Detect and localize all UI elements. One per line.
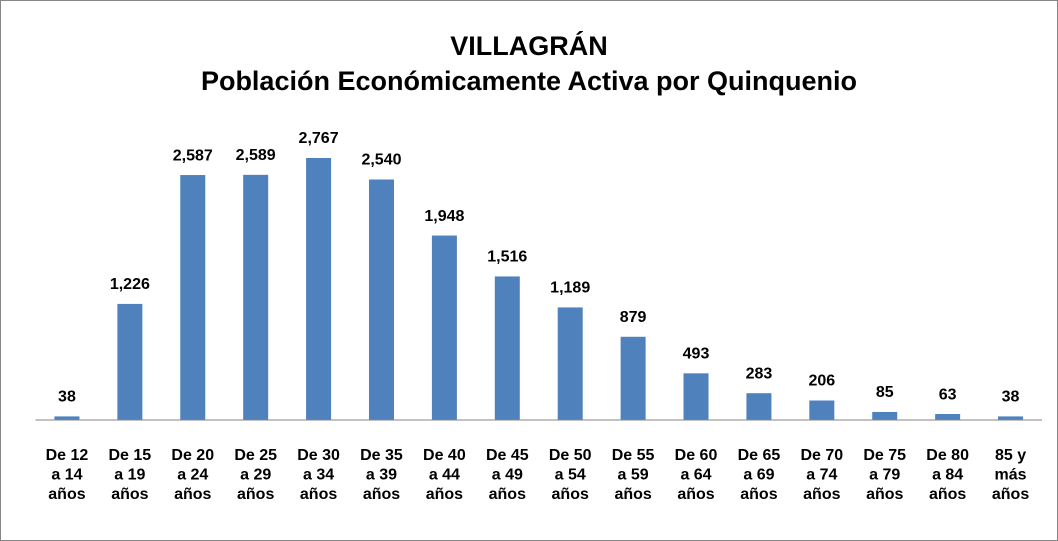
bar — [54, 416, 80, 420]
value-label: 879 — [620, 309, 647, 326]
value-label: 38 — [58, 389, 76, 406]
x-tick-label: De 35 — [360, 447, 403, 464]
x-tick-label: a 19 — [114, 467, 145, 484]
x-tick-label: a 54 — [555, 467, 586, 484]
x-tick-label: De 65 — [738, 447, 781, 464]
value-label: 85 — [876, 384, 894, 401]
x-tick-label: a 79 — [869, 467, 900, 484]
x-tick-label: a 44 — [429, 467, 460, 484]
x-tick-label: De 15 — [109, 447, 152, 464]
x-tick-label: a 69 — [743, 467, 774, 484]
bar — [243, 174, 269, 420]
value-label: 1,226 — [110, 276, 150, 293]
x-tick-label: años — [992, 486, 1029, 503]
bar — [746, 393, 772, 420]
x-tick-label: a 24 — [177, 467, 208, 484]
x-tick-label: De 50 — [549, 447, 592, 464]
value-label: 206 — [808, 373, 835, 390]
x-tick-label: 85 y — [995, 447, 1026, 464]
x-tick-label: De 80 — [926, 447, 969, 464]
x-tick-label: años — [111, 486, 148, 503]
x-tick-label: a 29 — [240, 467, 271, 484]
value-label: 2,589 — [236, 147, 276, 164]
value-label: 1,516 — [487, 249, 527, 266]
x-tick-label: años — [866, 486, 903, 503]
bar — [368, 179, 394, 420]
x-tick-label: a 59 — [618, 467, 649, 484]
x-tick-label: años — [803, 486, 840, 503]
bar — [809, 400, 835, 420]
bar — [117, 303, 143, 420]
value-label: 38 — [1002, 389, 1020, 406]
value-label: 2,540 — [361, 152, 401, 169]
x-tick-label: De 45 — [486, 447, 529, 464]
bar — [683, 373, 709, 420]
x-tick-label: De 70 — [800, 447, 843, 464]
x-tick-label: años — [677, 486, 714, 503]
bar — [431, 235, 457, 420]
x-tick-label: De 25 — [234, 447, 277, 464]
bar — [557, 307, 583, 420]
x-tick-label: a 14 — [51, 467, 82, 484]
x-tick-label: De 40 — [423, 447, 466, 464]
x-tick-label: a 64 — [680, 467, 711, 484]
value-label: 2,767 — [299, 130, 339, 147]
value-label: 2,587 — [173, 147, 213, 164]
x-tick-label: años — [740, 486, 777, 503]
x-tick-label: De 55 — [612, 447, 655, 464]
x-tick-label: años — [48, 486, 85, 503]
x-tick-label: a 34 — [303, 467, 334, 484]
x-tick-label: años — [174, 486, 211, 503]
x-tick-label: años — [929, 486, 966, 503]
x-tick-label: a 74 — [806, 467, 837, 484]
x-tick-label: a 39 — [366, 467, 397, 484]
bar — [494, 276, 520, 420]
chart-subtitle: Población Económicamente Activa por Quin… — [201, 66, 857, 96]
x-tick-label: De 30 — [297, 447, 340, 464]
x-tick-label: años — [426, 486, 463, 503]
x-tick-label: De 12 — [46, 447, 89, 464]
x-tick-label: años — [237, 486, 274, 503]
bar — [998, 416, 1024, 420]
x-tick-label: De 20 — [171, 447, 214, 464]
value-label: 63 — [939, 386, 957, 403]
bar — [620, 336, 646, 420]
x-tick-label: más — [995, 467, 1027, 484]
x-tick-label: años — [363, 486, 400, 503]
x-tick-label: a 84 — [932, 467, 963, 484]
x-tick-label: años — [489, 486, 526, 503]
value-label: 493 — [683, 346, 710, 363]
x-tick-label: a 49 — [492, 467, 523, 484]
x-tick-label: De 60 — [675, 447, 718, 464]
chart-title: VILLAGRÁN — [450, 30, 608, 61]
x-tick-label: años — [300, 486, 337, 503]
value-label: 1,948 — [424, 208, 464, 225]
x-tick-label: años — [552, 486, 589, 503]
x-tick-label: años — [614, 486, 651, 503]
value-label: 283 — [746, 365, 773, 382]
bar — [306, 158, 332, 420]
bar — [935, 414, 961, 420]
value-label: 1,189 — [550, 280, 590, 297]
bar — [180, 175, 206, 420]
x-tick-label: De 75 — [863, 447, 906, 464]
bar — [872, 411, 898, 420]
